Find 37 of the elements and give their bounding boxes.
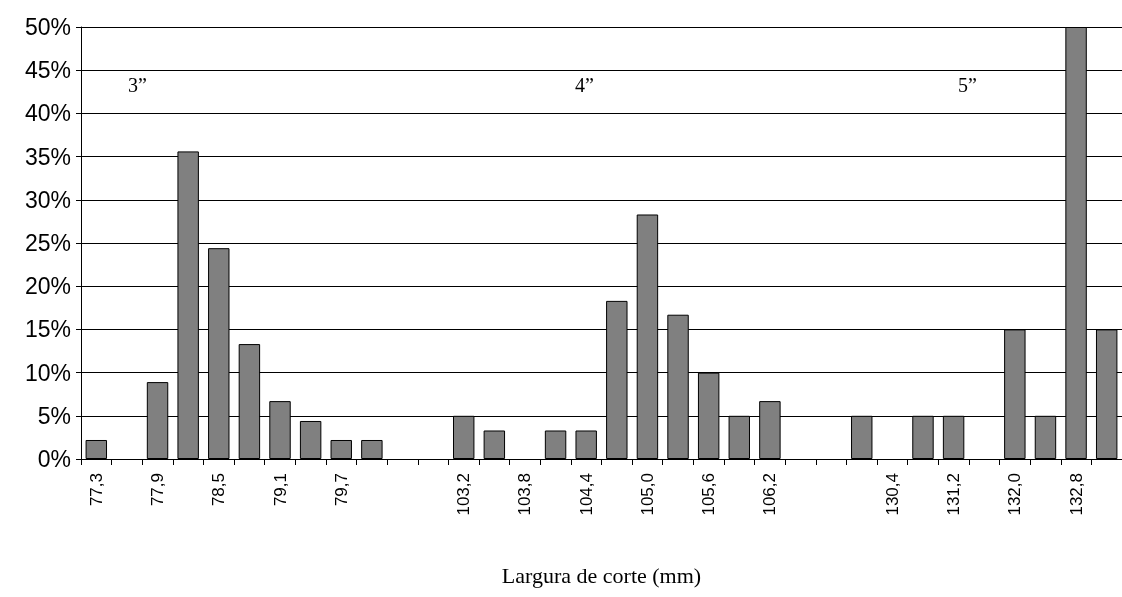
x-tick-label: 131,2 — [944, 473, 964, 516]
y-tick-label: 40% — [24, 100, 71, 127]
x-tick-label: 106,2 — [760, 473, 780, 516]
y-tick-label: 15% — [24, 316, 71, 343]
y-tick-label: 35% — [24, 143, 71, 170]
y-tick-label: 5% — [37, 402, 71, 429]
bar — [361, 439, 383, 459]
annotation: 3” — [128, 74, 147, 96]
bar — [544, 430, 567, 459]
x-tick-label: 104,4 — [576, 473, 596, 516]
y-tick-label: 45% — [24, 57, 71, 84]
y-tick-label: 30% — [24, 186, 71, 213]
y-tick-label: 0% — [37, 446, 71, 472]
y-tick-label: 20% — [24, 273, 71, 300]
bar — [483, 430, 506, 459]
x-tick-label: 105,0 — [637, 473, 657, 516]
bar — [575, 430, 597, 459]
y-tick-label: 10% — [24, 359, 71, 386]
annotation: 5” — [958, 74, 977, 96]
x-tick-label: 79,7 — [331, 473, 351, 507]
y-tick-label: 25% — [24, 230, 71, 256]
x-axis-title: Largura de corte (mm) — [501, 562, 702, 588]
x-tick-label: 77,9 — [148, 473, 168, 507]
bar — [330, 439, 352, 459]
x-tick-label: 78,5 — [209, 473, 229, 507]
x-tick-label: 103,2 — [454, 473, 474, 516]
x-tick-label: 77,3 — [86, 473, 106, 507]
bar — [85, 439, 108, 459]
bar — [299, 420, 322, 459]
annotation: 4” — [575, 74, 594, 96]
x-tick-label: 105,6 — [699, 473, 719, 516]
x-tick-label: 103,8 — [515, 473, 535, 516]
x-tick-label: 79,1 — [270, 473, 290, 507]
x-tick-label: 132,0 — [1005, 473, 1025, 516]
x-tick-label: 132,8 — [1066, 473, 1086, 516]
x-tick-label: 130,4 — [882, 473, 902, 516]
y-tick-label: 50% — [24, 14, 71, 40]
